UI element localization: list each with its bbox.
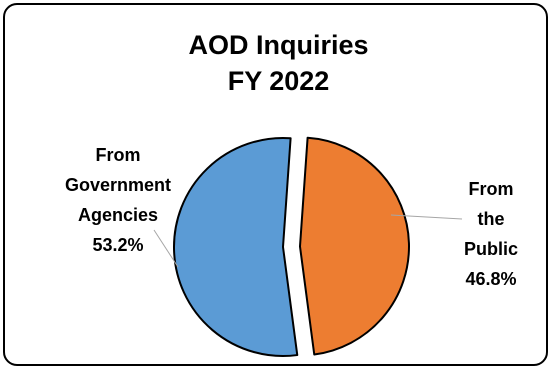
leader-line-government <box>153 229 179 268</box>
slice-label-government-line-3: Agencies <box>77 205 159 225</box>
slice-label-government: From Government Agencies 53.2% <box>28 140 208 260</box>
chart-title-line-2: FY 2022 <box>227 66 330 96</box>
pie-slice-government <box>173 137 299 357</box>
slice-label-government-value: 53.2% <box>92 235 144 255</box>
slice-label-public-line-3: Public <box>463 239 518 259</box>
slice-label-public-line-1: From <box>468 179 514 199</box>
leader-line-public <box>390 214 463 220</box>
slice-label-public-value: 46.8% <box>465 269 517 289</box>
slice-label-public-line-2: the <box>477 209 505 229</box>
chart-title-line-1: AOD Inquiries <box>188 30 369 60</box>
pie-slice-public <box>298 136 410 356</box>
chart-title: AOD Inquiries FY 2022 <box>0 27 557 99</box>
slice-label-public: From the Public 46.8% <box>436 174 546 294</box>
slice-label-government-line-1: From <box>95 145 141 165</box>
slice-label-government-line-2: Government <box>64 175 172 195</box>
